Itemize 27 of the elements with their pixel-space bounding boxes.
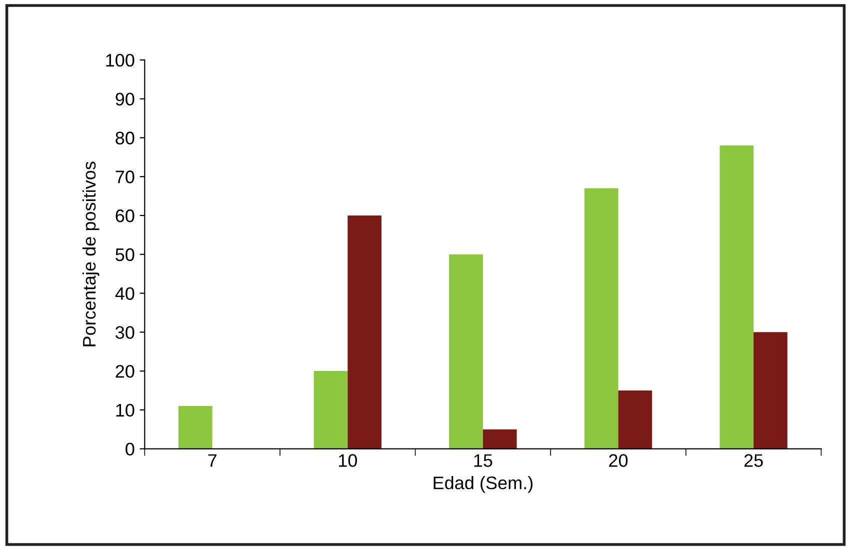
y-tick-label: 30 [116,326,134,339]
y-tick-label: 60 [116,209,134,222]
bar [754,332,788,449]
y-axis-title: Porcentaje de positivos [82,162,100,346]
y-tick-label: 20 [116,364,134,378]
bar [314,371,348,449]
y-tick-label: 50 [116,248,134,262]
bar [178,406,212,449]
y-tick-label: 70 [116,170,134,184]
y-tick-label: 90 [116,92,134,106]
x-tick-label: 20 [609,454,628,467]
bar [348,215,382,449]
y-tick-label: 80 [116,132,134,144]
y-tick-label: 0 [126,442,134,456]
y-tick-label: 10 [116,404,134,417]
x-axis-title: Edad (Sem.) [434,476,532,493]
bar [720,145,754,449]
y-tick-label: 100 [106,54,134,67]
bar [449,254,483,449]
bar [482,429,517,449]
bar [618,390,652,449]
x-tick-label: 10 [338,454,357,467]
y-tick-label: 40 [115,287,134,300]
x-tick-label: 25 [744,454,763,467]
bar [584,188,618,449]
x-tick-label: 15 [474,454,492,467]
x-tick-label: 7 [208,454,216,467]
